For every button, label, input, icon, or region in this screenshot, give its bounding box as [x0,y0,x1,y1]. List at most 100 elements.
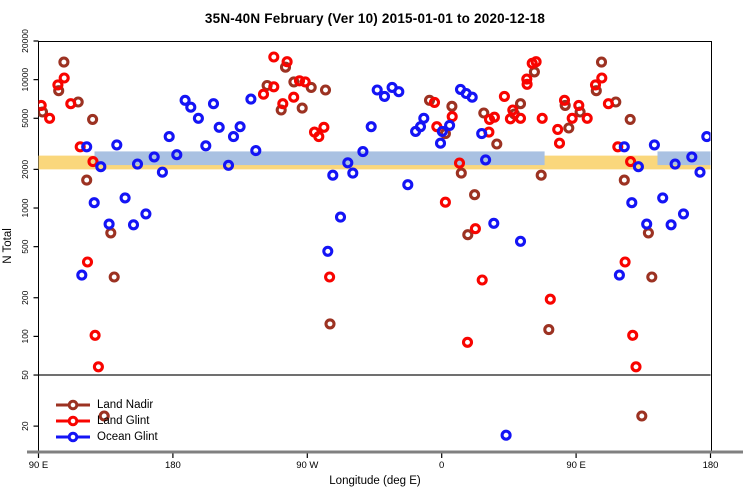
data-point [648,139,660,151]
points-land-glint [38,51,642,373]
data-point [318,121,330,133]
data-point [163,131,175,143]
legend-marker [56,399,90,411]
x-axis-ticks: 90 E 180 90 W 0 90 E 180 [29,453,718,471]
data-point [563,122,575,134]
data-point [378,90,391,102]
svg-text:10000: 10000 [20,68,30,92]
data-point [613,269,625,281]
data-point [250,145,262,157]
data-point [324,271,336,283]
svg-text:50: 50 [20,370,30,380]
data-point [213,121,225,133]
data-point [535,169,547,181]
x-axis-title: Longitude (deg E) [329,475,421,487]
data-point [185,101,197,113]
svg-text:90 E: 90 E [566,460,586,471]
svg-text:90 W: 90 W [296,460,318,471]
data-point [192,112,204,124]
data-point [618,174,630,186]
data-point [257,88,270,100]
data-point [446,100,458,112]
data-point [466,91,478,103]
data-point [619,256,631,268]
data-point [595,56,608,68]
data-point [95,161,107,173]
data-point [694,166,706,178]
legend-item-land-nadir: Land Nadir [55,397,158,413]
data-point [590,85,602,97]
data-point [393,86,405,98]
data-point [119,192,131,204]
data-point [81,256,94,268]
data-point [553,137,566,149]
data-point [81,141,93,153]
data-point [625,156,637,168]
data-point [444,119,456,131]
svg-text:500: 500 [20,239,30,253]
data-point [227,131,240,143]
data-point [365,121,377,133]
data-point [514,112,527,124]
data-point [277,98,289,110]
data-point [543,324,555,336]
svg-text:0: 0 [439,460,444,471]
legend-label: Land Nadir [97,399,154,411]
legend-label: Ocean Glint [97,431,158,443]
data-point [434,137,447,149]
data-point [669,158,681,170]
data-point [418,112,430,124]
legend: Land Nadir Land Glint Ocean Glint [55,397,158,445]
data-point [140,208,152,220]
data-point [357,146,369,158]
data-point [58,72,70,84]
data-point [596,72,608,84]
data-point [111,139,123,151]
legend-label: Land Glint [97,415,150,427]
data-point [76,269,88,281]
data-point [476,128,488,140]
data-point [642,227,654,239]
data-point [89,329,101,341]
data-point [589,79,602,91]
data-point [581,112,593,124]
data-point [436,125,448,137]
data-point [179,94,191,106]
data-point [686,151,698,163]
data-point [439,196,451,208]
svg-text:5000: 5000 [20,109,30,128]
data-point [52,79,64,91]
data-point [626,197,638,209]
data-point [65,98,77,110]
svg-text:180: 180 [165,460,181,471]
data-point [281,56,293,68]
ocean-target-band [94,151,545,166]
data-point [87,156,99,168]
data-point [507,104,519,116]
data-point [428,96,441,108]
data-point [627,329,639,341]
points-land-nadir [38,56,658,422]
data-point [322,245,334,257]
legend-marker [56,415,90,427]
svg-text:1000: 1000 [20,198,30,217]
data-point [342,157,354,169]
data-point [641,218,653,230]
data-point [677,208,690,220]
svg-text:100: 100 [20,329,30,343]
data-point [462,229,474,241]
data-point [371,84,383,96]
data-point [222,159,235,171]
legend-item-land-glint: Land Glint [55,413,158,429]
data-point [327,169,339,181]
data-point [446,111,458,123]
legend-marker [56,431,90,443]
data-point [81,174,93,186]
legend-item-ocean-glint: Ocean Glint [55,429,158,445]
data-point [498,90,510,102]
data-point [268,51,280,63]
data-point [293,75,306,87]
y-axis-ticks: 20000 10000 5000 2000 1000 500 200 100 50 20 [20,29,39,431]
data-point [108,271,120,283]
data-point [296,102,308,114]
